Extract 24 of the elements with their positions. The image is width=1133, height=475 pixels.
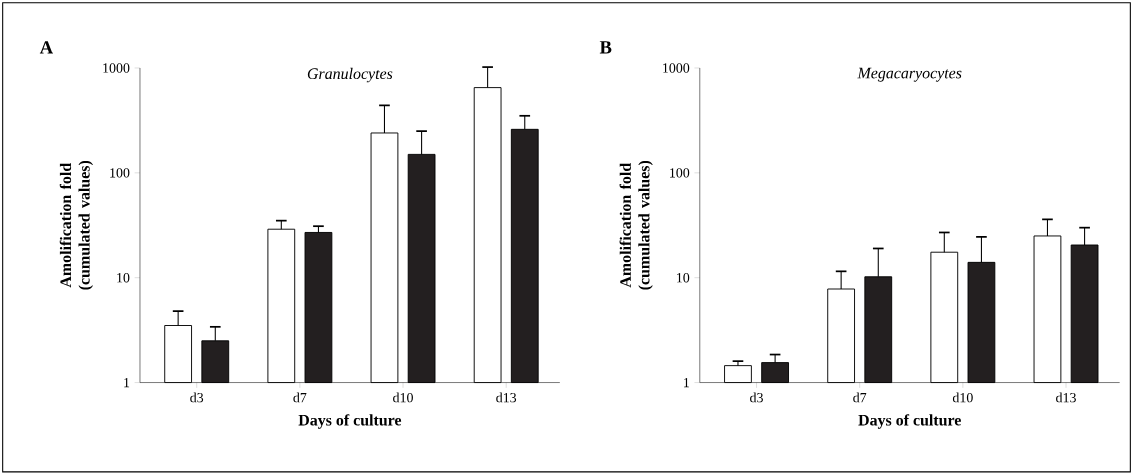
y-tick-label: 1000 — [103, 63, 130, 73]
y-tick-label: 1 — [684, 378, 689, 388]
x-tick-label: d3 — [190, 392, 204, 403]
y-tick-label: 1000 — [663, 63, 690, 73]
y-tick-label: 1 — [124, 378, 130, 388]
y-axis-title: Amolification fold (cumulated values) — [59, 161, 93, 290]
x-axis-title: Days of culture — [858, 414, 961, 430]
x-tick-label: d10 — [393, 392, 413, 403]
y-tick-label: 10 — [677, 273, 690, 283]
text: A — [39, 41, 53, 54]
x-tick-label: d7 — [853, 392, 867, 403]
y-tick-label: 100 — [110, 168, 130, 178]
x-tick-label: d7 — [293, 392, 307, 403]
x-axis-title: Days of culture — [298, 414, 402, 430]
y-axis-title: Amolification fold (cumulated values) — [619, 161, 653, 290]
x-tick-label: d10 — [952, 392, 973, 403]
x-tick-label: d13 — [496, 392, 517, 403]
x-tick-label: d3 — [750, 392, 763, 403]
chart-title: Megacaryocytes — [857, 68, 962, 82]
y-tick-label: 100 — [670, 168, 690, 178]
y-tick-label: 10 — [117, 273, 130, 283]
x-tick-label: d13 — [1056, 392, 1076, 403]
chart-title: Granulocytes — [307, 68, 393, 83]
text: B — [599, 41, 612, 54]
